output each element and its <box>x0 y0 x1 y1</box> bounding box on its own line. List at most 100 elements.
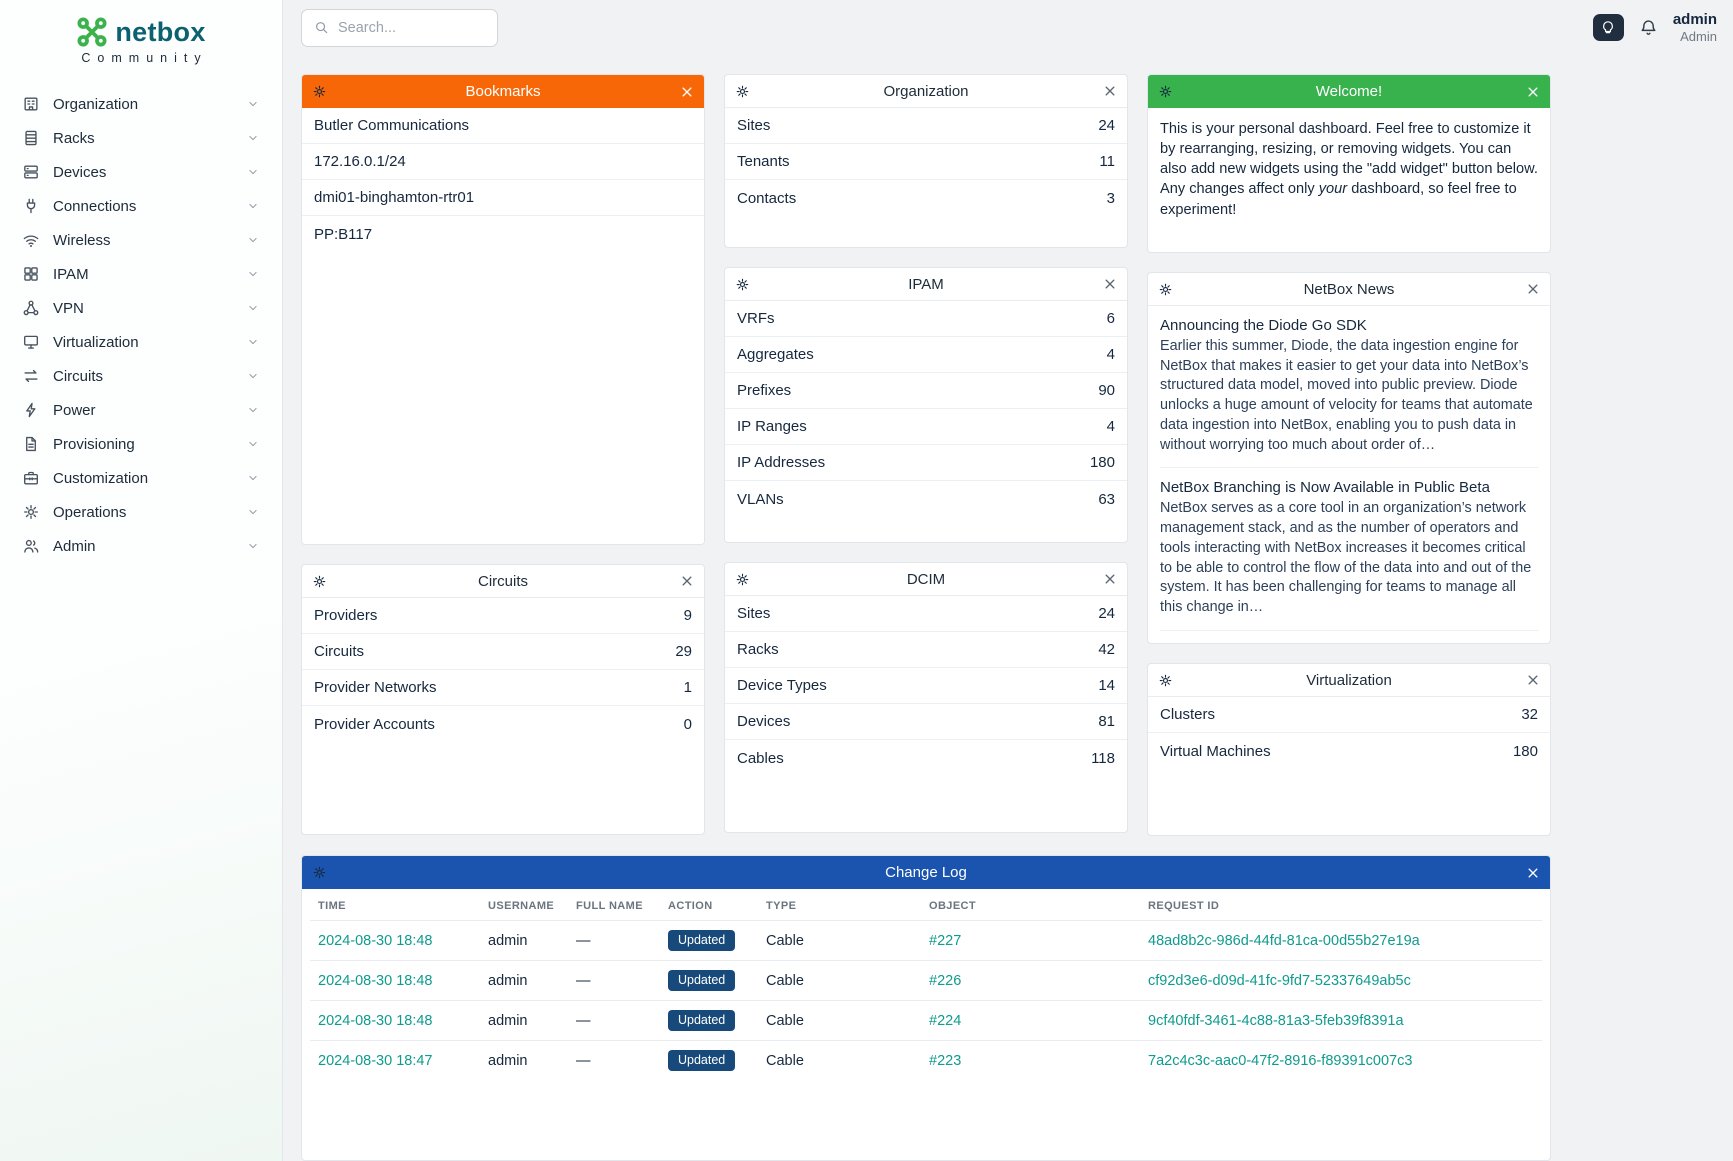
stat-row[interactable]: VRFs 6 <box>725 301 1127 337</box>
sidebar-item-label: Racks <box>53 129 95 147</box>
news-body: NetBox serves as a core tool in an organ… <box>1160 500 1532 616</box>
news-title[interactable]: A New Look For NetBox and NetBox Labs <box>1160 642 1538 643</box>
request-id-link[interactable]: 7a2c4c3c-aac0-47f2-8916-f89391c007c3 <box>1148 1052 1413 1069</box>
sidebar-item-operations[interactable]: Operations <box>0 495 282 529</box>
notifications-button[interactable] <box>1639 18 1658 37</box>
stat-value: 180 <box>1512 742 1538 760</box>
close-icon[interactable] <box>680 85 694 99</box>
sidebar-item-connections[interactable]: Connections <box>0 189 282 223</box>
brand[interactable]: netbox Community <box>0 12 282 81</box>
stat-row[interactable]: Provider Networks 1 <box>302 670 704 706</box>
sidebar-item-provisioning[interactable]: Provisioning <box>0 427 282 461</box>
request-id-link[interactable]: 9cf40fdf-3461-4c88-81a3-5feb39f8391a <box>1148 1012 1404 1029</box>
sidebar-item-admin[interactable]: Admin <box>0 529 282 563</box>
search-input[interactable] <box>338 19 485 36</box>
stat-row[interactable]: Cables 118 <box>725 740 1127 776</box>
stat-row[interactable]: Clusters 32 <box>1148 697 1550 733</box>
search-box[interactable] <box>301 8 498 47</box>
column-header: TYPE <box>766 900 797 912</box>
sidebar-item-wireless[interactable]: Wireless <box>0 223 282 257</box>
sidebar-item-customization[interactable]: Customization <box>0 461 282 495</box>
news-title[interactable]: Announcing the Diode Go SDK <box>1160 317 1367 334</box>
widget-config-gear-icon[interactable] <box>735 572 750 587</box>
sidebar-item-ipam[interactable]: IPAM <box>0 257 282 291</box>
widget-title: IPAM <box>908 275 944 293</box>
stat-label: Aggregates <box>737 346 814 363</box>
widget-config-gear-icon[interactable] <box>1158 84 1173 99</box>
object-link[interactable]: #224 <box>929 1012 962 1029</box>
widget-config-gear-icon[interactable] <box>735 84 750 99</box>
bookmark-item[interactable]: dmi01-binghamton-rtr01 <box>302 180 704 216</box>
time-link[interactable]: 2024-08-30 18:48 <box>318 972 433 989</box>
stat-value: 180 <box>1089 454 1115 471</box>
object-link[interactable]: #227 <box>929 932 962 949</box>
stat-row[interactable]: Prefixes 90 <box>725 373 1127 409</box>
close-icon[interactable] <box>1103 277 1117 291</box>
chevron-down-icon <box>246 97 260 111</box>
search-icon <box>314 20 329 35</box>
widget-ipam: IPAM VRFs 6 Aggregates 4 Prefixes 90 IP Ranges… <box>724 267 1128 543</box>
stat-row[interactable]: Sites 24 <box>725 108 1127 144</box>
bookmark-item[interactable]: Butler Communications <box>302 108 704 144</box>
cell-request-id: cf92d3e6-d09d-41fc-9fd7-52337649ab5c <box>1140 960 1542 1001</box>
close-icon[interactable] <box>1526 866 1540 880</box>
widget-config-gear-icon[interactable] <box>312 84 327 99</box>
close-icon[interactable] <box>1526 282 1540 296</box>
change-log-table: TIME USERNAME FULL NAME ACTION TYPE OBJECT REQ… <box>310 889 1542 1080</box>
widget-config-gear-icon[interactable] <box>312 865 327 880</box>
stat-row[interactable]: Aggregates 4 <box>725 337 1127 373</box>
stat-row[interactable]: Tenants 11 <box>725 144 1127 180</box>
stat-row[interactable]: IP Ranges 4 <box>725 409 1127 445</box>
stat-row[interactable]: VLANs 63 <box>725 481 1127 517</box>
sidebar-item-vpn[interactable]: VPN <box>0 291 282 325</box>
stat-row[interactable]: IP Addresses 180 <box>725 445 1127 481</box>
sidebar-item-devices[interactable]: Devices <box>0 155 282 189</box>
close-icon[interactable] <box>1103 84 1117 98</box>
stat-row[interactable]: Virtual Machines 180 <box>1148 733 1550 769</box>
stat-value: 29 <box>675 643 692 660</box>
object-link[interactable]: #226 <box>929 972 962 989</box>
stat-label: Provider Accounts <box>314 715 435 733</box>
cell-full-name: — <box>568 1040 660 1080</box>
close-icon[interactable] <box>1103 572 1117 586</box>
widget-config-gear-icon[interactable] <box>735 277 750 292</box>
changelog-row: 2024-08-30 18:48 admin — Updated Cable #227 48… <box>310 920 1542 961</box>
dcim-stats: Sites 24 Racks 42 Device Types 14 Devices 81 Cab… <box>725 596 1127 776</box>
bookmark-item[interactable]: 172.16.0.1/24 <box>302 144 704 180</box>
sidebar-item-racks[interactable]: Racks <box>0 121 282 155</box>
object-link[interactable]: #223 <box>929 1052 962 1069</box>
time-link[interactable]: 2024-08-30 18:47 <box>318 1052 433 1069</box>
widget-config-gear-icon[interactable] <box>1158 282 1173 297</box>
stat-row[interactable]: Circuits 29 <box>302 634 704 670</box>
cell-type: Cable <box>758 1000 921 1041</box>
stat-row[interactable]: Provider Accounts 0 <box>302 706 704 742</box>
chevron-down-icon <box>246 505 260 519</box>
grid-column-3: Welcome! This is your personal dashboard… <box>1147 74 1551 836</box>
time-link[interactable]: 2024-08-30 18:48 <box>318 1012 433 1029</box>
widget-config-gear-icon[interactable] <box>312 574 327 589</box>
stat-row[interactable]: Devices 81 <box>725 704 1127 740</box>
close-icon[interactable] <box>1526 85 1540 99</box>
news-title[interactable]: NetBox Branching is Now Available in Pub… <box>1160 479 1490 497</box>
stat-row[interactable]: Racks 42 <box>725 632 1127 668</box>
sidebar-item-power[interactable]: Power <box>0 393 282 427</box>
request-id-link[interactable]: 48ad8b2c-986d-44fd-81ca-00d55b27e19a <box>1148 932 1420 949</box>
close-icon[interactable] <box>680 574 694 588</box>
theme-toggle-button[interactable] <box>1592 13 1624 41</box>
stat-row[interactable]: Contacts 3 <box>725 180 1127 216</box>
user-menu[interactable]: admin Admin <box>1673 11 1717 44</box>
stat-row[interactable]: Device Types 14 <box>725 668 1127 704</box>
request-id-link[interactable]: cf92d3e6-d09d-41fc-9fd7-52337649ab5c <box>1148 972 1411 989</box>
sidebar: netbox Community Organization Racks Device… <box>0 0 283 1161</box>
time-link[interactable]: 2024-08-30 18:48 <box>318 932 433 949</box>
sidebar-item-organization[interactable]: Organization <box>0 87 282 121</box>
stat-row[interactable]: Sites 24 <box>725 596 1127 632</box>
stat-value: 0 <box>683 715 692 733</box>
sidebar-item-virtualization[interactable]: Virtualization <box>0 325 282 359</box>
bookmark-item[interactable]: PP:B117 <box>314 225 373 243</box>
sidebar-item-circuits[interactable]: Circuits <box>0 359 282 393</box>
close-icon[interactable] <box>1526 673 1540 687</box>
widget-config-gear-icon[interactable] <box>1158 673 1173 688</box>
cell-full-name: — <box>568 960 660 1001</box>
stat-row[interactable]: Providers 9 <box>302 598 704 634</box>
